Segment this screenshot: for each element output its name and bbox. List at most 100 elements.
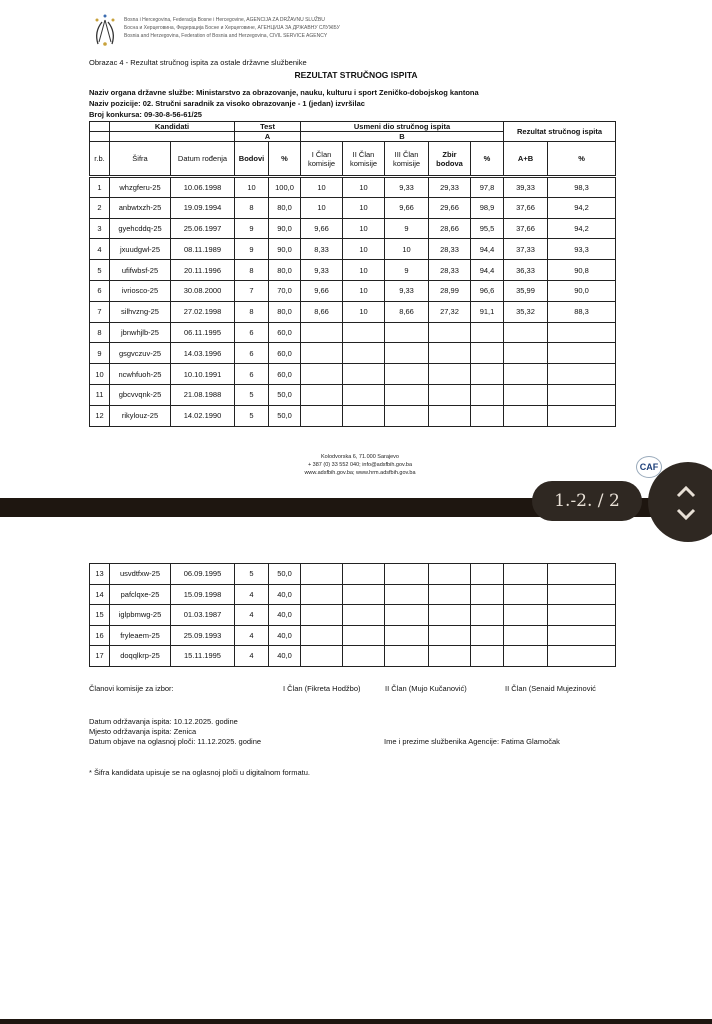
table-cell: 25.09.1993: [170, 624, 235, 646]
table-cell: [428, 583, 471, 605]
address-line: Kolodvorska 6, 71.000 Sarajevo: [321, 454, 399, 460]
table-cell: [428, 342, 472, 365]
table-cell: 80,0: [268, 196, 302, 219]
table-cell: [384, 363, 430, 385]
table-cell: [300, 383, 344, 406]
table-cell: 60,0: [268, 342, 302, 365]
table-cell: 60,0: [268, 321, 302, 344]
table-cell: 94,4: [470, 259, 505, 281]
table-row: 4 jxuudgwl-25 08.11.1989 9 90,0 8,33 10 10 28,33…: [89, 238, 617, 261]
results-table-page2: 13 usvdtfxw-25 06.09.1995 5 50,0 14 pafclqxe-2…: [89, 563, 616, 667]
table-cell: [342, 342, 386, 365]
header-rb: r.b.: [89, 141, 110, 178]
table-row: 17 doqqlkrp-25 15.11.1995 4 40,0: [89, 645, 616, 667]
table-cell: 7: [89, 300, 110, 323]
table-cell: 27.02.1998: [169, 300, 236, 323]
table-row: 10 ncwhfuoh-25 10.10.1991 6 60,0: [89, 363, 617, 385]
table-cell: 80,0: [268, 300, 302, 323]
chevron-up-icon: [676, 485, 696, 498]
table-cell: jxuudgwl-25: [109, 238, 171, 261]
table-cell: 19.09.1994: [169, 196, 236, 219]
table-cell: 90,8: [547, 259, 617, 281]
table-cell: [342, 624, 385, 646]
table-cell: 5: [234, 404, 270, 427]
table-cell: 37,66: [503, 217, 549, 240]
table-cell: [470, 404, 505, 427]
address-block: Kolodvorska 6, 71.000 Sarajevo + 387 (0)…: [260, 453, 460, 477]
table-cell: [547, 563, 616, 585]
table-cell: [300, 321, 344, 344]
footnote: * Šifra kandidata upisuje se na oglasnoj…: [89, 768, 310, 777]
table-cell: 9,33: [384, 279, 430, 302]
page-nav-button[interactable]: [648, 462, 712, 542]
table-cell: 20.11.1996: [169, 259, 236, 281]
table-cell: 10.06.1998: [169, 176, 236, 198]
table-cell: 08.11.1989: [169, 238, 236, 261]
table-cell: 21.08.1988: [169, 383, 236, 406]
table-cell: 40,0: [268, 645, 301, 667]
table-cell: [428, 645, 471, 667]
table-cell: [428, 363, 472, 385]
table-row: 11 gbcvvqnk-25 21.08.1988 5 50,0: [89, 383, 617, 406]
agency-logo: [95, 14, 115, 46]
table-cell: 1: [89, 176, 110, 198]
table-cell: [342, 645, 385, 667]
form-label: Obrazac 4 - Rezultat stručnog ispita za …: [89, 58, 307, 67]
table-cell: 4: [234, 583, 269, 605]
table-cell: 5: [234, 383, 270, 406]
table-cell: 10: [342, 196, 386, 219]
table-cell: 80,0: [268, 259, 302, 281]
table-cell: [342, 383, 386, 406]
table-cell: [503, 363, 549, 385]
table-cell: jbnwhjlb-25: [109, 321, 171, 344]
table-cell: [384, 321, 430, 344]
table-cell: 9: [384, 217, 430, 240]
table-cell: [547, 404, 617, 427]
table-cell: ncwhfuoh-25: [109, 363, 171, 385]
table-cell: 28,99: [428, 279, 472, 302]
table-cell: 14.02.1990: [169, 404, 236, 427]
table-cell: 94,4: [470, 238, 505, 261]
table-cell: [470, 624, 504, 646]
table-cell: 35,99: [503, 279, 549, 302]
table-cell: anbwtxzh-25: [109, 196, 171, 219]
table-cell: 98,3: [547, 176, 617, 198]
contact-line: + 387 (0) 33 552 040; info@adsfbih.gov.b…: [307, 462, 413, 468]
table-cell: [470, 363, 505, 385]
table-cell: [428, 624, 471, 646]
header-kandidati: Kandidati: [108, 121, 236, 132]
page-indicator[interactable]: 1.-2. / 2: [532, 481, 642, 521]
table-cell: gsgvczuv-25: [109, 342, 171, 365]
table-cell: 12: [89, 404, 110, 427]
table-cell: gbcvvqnk-25: [109, 383, 171, 406]
agency-header: Bosna i Hercegovina, Federacija Bosne i …: [124, 16, 340, 40]
table-cell: 90,0: [547, 279, 617, 302]
table-cell: [384, 583, 429, 605]
table-cell: [342, 363, 386, 385]
table-cell: [300, 342, 344, 365]
table-cell: 29,66: [428, 196, 472, 219]
table-cell: [547, 604, 616, 626]
competition-number: Broj konkursa: 09-30-8-56-61/25: [89, 110, 202, 119]
table-cell: silhvzng-25: [109, 300, 171, 323]
header-pct-b: %: [470, 141, 505, 178]
table-cell: 17: [89, 645, 110, 667]
table-cell: [503, 404, 549, 427]
table-cell: 3: [89, 217, 110, 240]
table-cell: 37,66: [503, 196, 549, 219]
table-cell: [342, 321, 386, 344]
page-title: REZULTAT STRUČNOG ISPITA: [294, 70, 418, 80]
table-row: 3 gyehcddq-25 25.06.1997 9 90,0 9,66 10 9 28,66 9…: [89, 217, 617, 240]
table-cell: [547, 363, 617, 385]
table-cell: 10.10.1991: [169, 363, 236, 385]
table-cell: [503, 624, 548, 646]
table-cell: 10: [234, 176, 270, 198]
table-row: 7 silhvzng-25 27.02.1998 8 80,0 8,66 10 8,66 27,…: [89, 300, 617, 323]
table-cell: whzgferu-25: [109, 176, 171, 198]
table-cell: [384, 404, 430, 427]
table-cell: 8: [234, 196, 270, 219]
table-cell: 6: [234, 363, 270, 385]
exam-date: Datum održavanja ispita: 10.12.2025. god…: [89, 717, 238, 726]
header-rezultat: Rezultat stručnog ispita: [503, 121, 617, 142]
agency-officer: Ime i prezime službenika Agencije: Fatim…: [384, 737, 560, 746]
